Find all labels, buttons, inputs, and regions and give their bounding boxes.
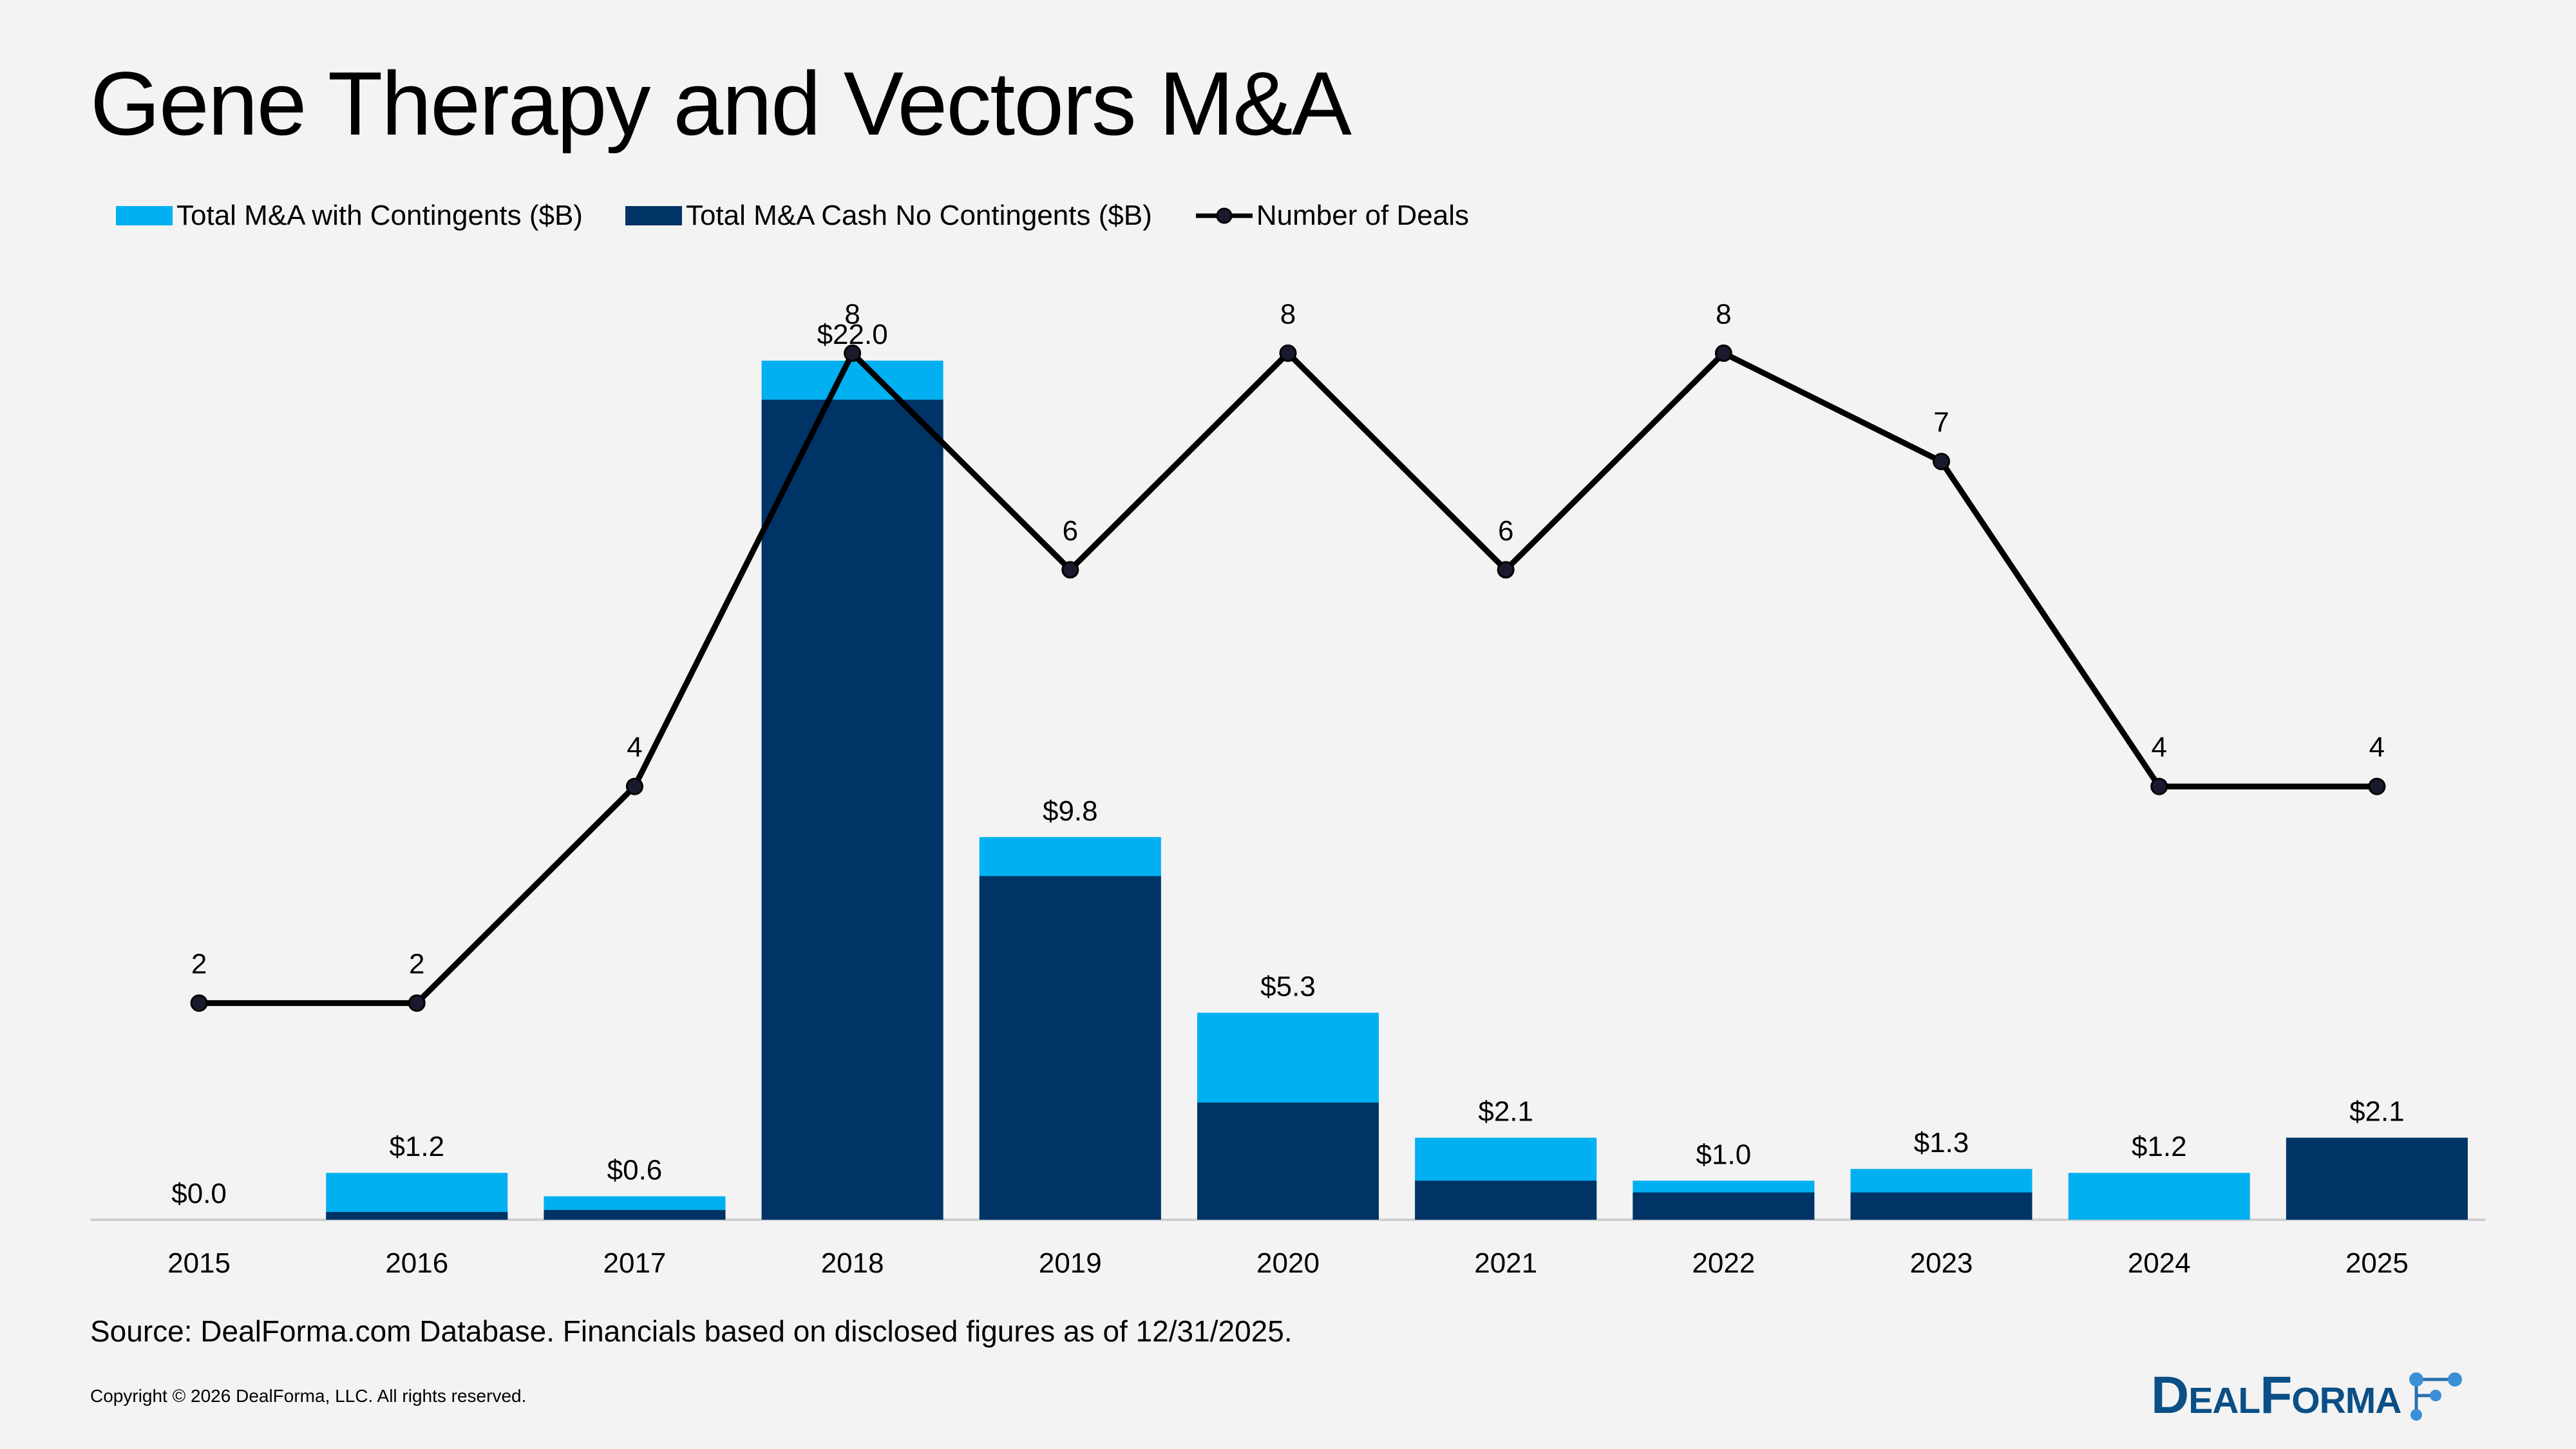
bar-label-2023: $1.3 xyxy=(1914,1127,1969,1159)
deals-label-2020: 8 xyxy=(1280,298,1296,330)
deals-point-2017 xyxy=(625,777,643,795)
logo-text: DealForma xyxy=(2151,1366,2401,1425)
deals-line xyxy=(199,348,2377,1007)
bar-cash-no-contingents-2025 xyxy=(2286,1137,2468,1220)
deals-label-2016: 2 xyxy=(409,949,424,980)
bar-label-2025: $2.1 xyxy=(2349,1096,2405,1128)
bar-cash-no-contingents-2018 xyxy=(761,399,943,1220)
deals-point-2023 xyxy=(1933,453,1951,471)
x-tick-label-2015: 2015 xyxy=(167,1247,231,1279)
deals-label-2022: 8 xyxy=(1716,298,1731,330)
deals-label-2023: 7 xyxy=(1933,407,1949,439)
bar-cash-no-contingents-2023 xyxy=(1850,1192,2032,1220)
deals-point-2018 xyxy=(844,344,862,362)
legend-swatch-cash-no-contingents xyxy=(625,206,682,225)
legend-item-number-of-deals: Number of Deals xyxy=(1195,200,1469,232)
bar-label-2015: $0.0 xyxy=(171,1178,227,1209)
deals-point-2021 xyxy=(1497,561,1515,579)
bar-label-2021: $2.1 xyxy=(1478,1096,1533,1128)
chart-legend: Total M&A with Contingents ($B) Total M&… xyxy=(116,194,1511,237)
x-tick-label-2019: 2019 xyxy=(1039,1247,1102,1279)
bar-label-2022: $1.0 xyxy=(1696,1139,1752,1170)
legend-swatch-number-of-deals xyxy=(1195,207,1253,224)
legend-label-with-contingents: Total M&A with Contingents ($B) xyxy=(176,200,583,231)
bar-cash-no-contingents-2017 xyxy=(544,1209,726,1220)
bar-with-contingents-2024 xyxy=(2068,1173,2250,1220)
x-tick-label-2025: 2025 xyxy=(2345,1247,2409,1279)
x-tick-label-2018: 2018 xyxy=(821,1247,884,1279)
x-tick-label-2020: 2020 xyxy=(1256,1247,1320,1279)
bar-label-2024: $1.2 xyxy=(2132,1131,2187,1162)
deals-point-2025 xyxy=(2368,777,2386,795)
x-tick-label-2016: 2016 xyxy=(385,1247,448,1279)
logo-network-icon xyxy=(2409,1372,2463,1421)
deals-point-2019 xyxy=(1061,561,1079,579)
x-tick-label-2021: 2021 xyxy=(1474,1247,1537,1279)
legend-label-cash-no-contingents: Total M&A Cash No Contingents ($B) xyxy=(685,200,1152,231)
dealforma-logo: DealForma xyxy=(2151,1365,2468,1426)
bar-label-2017: $0.6 xyxy=(607,1155,663,1186)
x-tick-label-2023: 2023 xyxy=(1910,1247,1973,1279)
legend-label-number-of-deals: Number of Deals xyxy=(1256,200,1469,231)
deals-label-2015: 2 xyxy=(191,949,207,980)
bar-cash-no-contingents-2021 xyxy=(1415,1180,1597,1220)
deals-label-2025: 4 xyxy=(2369,732,2385,763)
deals-point-2016 xyxy=(408,994,426,1012)
x-tick-label-2024: 2024 xyxy=(2128,1247,2191,1279)
deals-point-2015 xyxy=(190,994,208,1012)
source-note: Source: DealForma.com Database. Financia… xyxy=(90,1314,1293,1348)
deals-label-2018: 8 xyxy=(844,298,860,330)
bar-label-2020: $5.3 xyxy=(1260,971,1316,1003)
bar-cash-no-contingents-2016 xyxy=(326,1211,508,1220)
bar-cash-no-contingents-2022 xyxy=(1633,1192,1815,1220)
copyright-note: Copyright © 2026 DealForma, LLC. All rig… xyxy=(90,1386,527,1406)
deals-label-2021: 6 xyxy=(1498,515,1513,547)
deals-point-2020 xyxy=(1279,344,1297,362)
deals-point-2022 xyxy=(1714,344,1732,362)
deals-label-2019: 6 xyxy=(1063,515,1078,547)
bar-cash-no-contingents-2020 xyxy=(1197,1103,1379,1220)
bar-cash-no-contingents-2019 xyxy=(979,876,1161,1220)
legend-item-with-contingents: Total M&A with Contingents ($B) xyxy=(116,200,583,232)
bar-label-2019: $9.8 xyxy=(1043,795,1098,827)
bar-label-2016: $1.2 xyxy=(389,1131,444,1162)
chart-title: Gene Therapy and Vectors M&A xyxy=(90,53,1352,154)
x-tick-label-2017: 2017 xyxy=(603,1247,667,1279)
legend-swatch-with-contingents xyxy=(116,206,173,225)
deals-label-2017: 4 xyxy=(627,732,642,763)
deals-label-2024: 4 xyxy=(2151,732,2166,763)
x-tick-label-2022: 2022 xyxy=(1692,1247,1755,1279)
legend-item-cash-no-contingents: Total M&A Cash No Contingents ($B) xyxy=(625,200,1152,232)
deals-point-2024 xyxy=(2150,777,2168,795)
